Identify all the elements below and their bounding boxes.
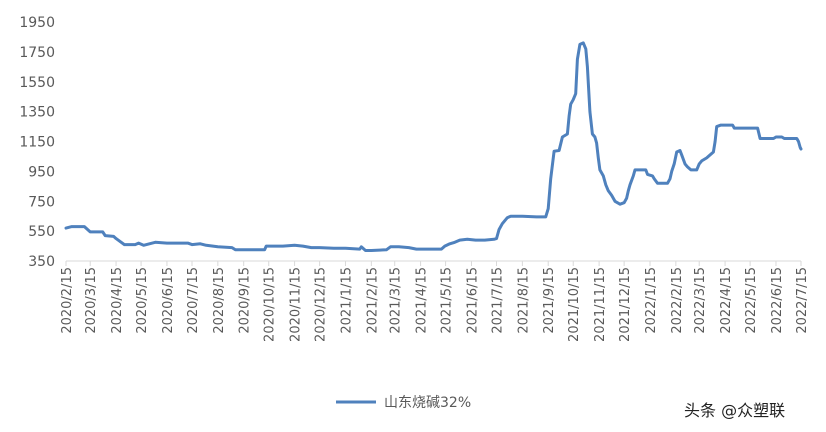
x-tick-label: 2020/5/15	[135, 267, 150, 334]
x-tick-label: 2021/5/15	[440, 267, 455, 334]
y-tick-label: 550	[28, 224, 55, 240]
x-tick-label: 2021/10/15	[567, 267, 582, 342]
x-tick-label: 2022/3/15	[693, 267, 708, 334]
x-tick-label: 2022/5/15	[744, 267, 759, 334]
y-tick-label: 1150	[19, 135, 55, 151]
x-tick-label: 2022/1/15	[644, 267, 659, 334]
watermark-text: 头条 @众塑联	[684, 401, 785, 420]
y-tick-label: 950	[28, 164, 55, 180]
legend-label: 山东烧碱32%	[384, 395, 471, 411]
x-tick-label: 2020/2/15	[60, 267, 75, 334]
legend: 山东烧碱32%	[336, 395, 471, 411]
y-tick-label: 1550	[19, 75, 55, 91]
y-tick-label: 350	[28, 254, 55, 270]
x-tick-label: 2021/1/15	[339, 267, 354, 334]
x-tick-label: 2020/6/15	[161, 267, 176, 334]
x-tick-label: 2021/8/15	[516, 267, 531, 334]
series-line	[64, 41, 803, 252]
x-tick-label: 2021/11/15	[593, 267, 608, 342]
x-tick-label: 2021/6/15	[465, 267, 480, 334]
x-tick-label: 2020/7/15	[186, 267, 201, 334]
x-tick-label: 2020/10/15	[263, 267, 278, 342]
x-tick-label: 2020/11/15	[289, 267, 304, 342]
y-axis: 350 550 750 950 1150 1350 1550 1750 1950	[19, 15, 55, 270]
x-tick-label: 2020/9/15	[238, 267, 253, 334]
y-tick-label: 1750	[19, 45, 55, 61]
x-tick-label: 2022/6/15	[770, 267, 785, 334]
x-tick-label: 2020/4/15	[110, 267, 125, 334]
x-tick-label: 2021/7/15	[490, 267, 505, 334]
x-tick-label: 2020/3/15	[84, 267, 99, 334]
x-tick-label: 2021/3/15	[389, 267, 404, 334]
x-tick-label: 2021/4/15	[415, 267, 430, 334]
x-tick-label: 2021/9/15	[542, 267, 557, 334]
y-tick-label: 1350	[19, 105, 55, 121]
x-tick-label: 2021/12/15	[618, 267, 633, 342]
y-tick-label: 750	[28, 194, 55, 210]
x-tick-label: 2020/8/15	[212, 267, 227, 334]
x-tick-label: 2020/12/15	[314, 267, 329, 342]
y-tick-label: 1950	[19, 15, 55, 31]
x-tick-label: 2022/2/15	[670, 267, 685, 334]
x-tick-label: 2022/4/15	[719, 267, 734, 334]
x-tick-label: 2021/2/15	[365, 267, 380, 334]
x-axis: 2020/2/15 2020/3/15 2020/4/15 2020/5/15 2020…	[60, 261, 810, 342]
x-tick-label: 2022/7/15	[795, 267, 810, 334]
